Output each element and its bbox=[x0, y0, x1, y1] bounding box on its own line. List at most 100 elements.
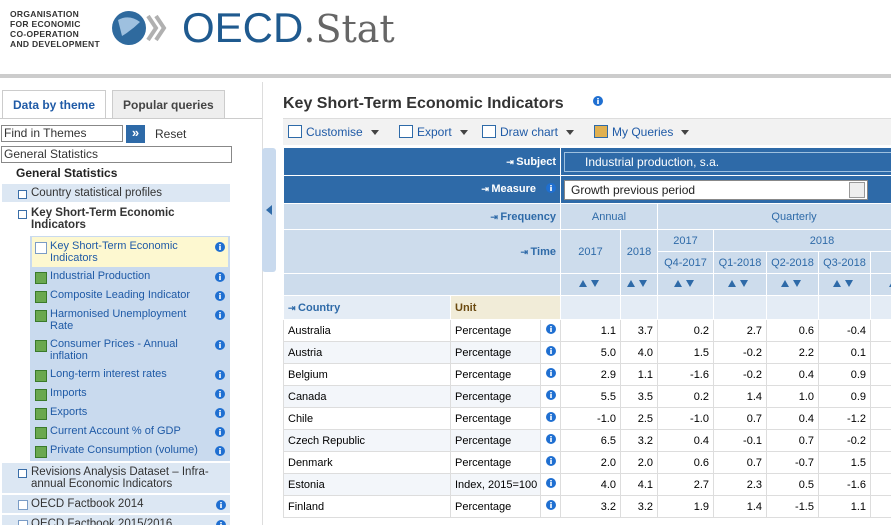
info-glyph bbox=[545, 390, 556, 400]
tree-node[interactable]: Country statistical profiles bbox=[2, 184, 230, 202]
unit-info bbox=[540, 385, 561, 408]
sort-glyph[interactable] bbox=[780, 279, 805, 288]
sort-arrows bbox=[620, 273, 658, 296]
sort-arrows bbox=[657, 273, 714, 296]
measure-value: Growth previous period bbox=[559, 175, 891, 204]
unit-info bbox=[540, 341, 561, 364]
dataset-item[interactable]: Industrial Production bbox=[32, 267, 228, 286]
dataset-icon bbox=[35, 408, 47, 420]
sort-arrows bbox=[560, 273, 621, 296]
value bbox=[869, 429, 891, 452]
sort-glyph[interactable] bbox=[627, 279, 651, 288]
tree-node-open[interactable]: Key Short-Term Economic Indicators bbox=[2, 204, 230, 234]
theme-select[interactable]: General Statistics bbox=[1, 146, 232, 163]
sort-glyph[interactable] bbox=[888, 280, 891, 288]
marker: ⇥ bbox=[288, 302, 299, 313]
sort-glyph[interactable] bbox=[673, 279, 698, 288]
dataset-item[interactable]: Private Consumption (volume) bbox=[32, 441, 228, 460]
blank bbox=[766, 295, 819, 320]
dataset-item[interactable]: Imports bbox=[32, 384, 228, 403]
toolbar-button[interactable]: My Queries bbox=[594, 125, 690, 139]
info-icon bbox=[216, 520, 226, 525]
sort-arrows bbox=[869, 273, 891, 296]
sort-glyph[interactable] bbox=[728, 279, 752, 288]
info-glyph bbox=[545, 346, 556, 356]
country: Chile bbox=[283, 407, 451, 430]
info-icon bbox=[545, 390, 556, 403]
blank bbox=[869, 295, 891, 320]
info-icon bbox=[215, 389, 225, 402]
marker: ⇥ bbox=[506, 156, 517, 167]
dataset-item[interactable]: OECD Factbook 2014 bbox=[2, 495, 230, 513]
dataset-item[interactable]: Composite Leading Indicator bbox=[32, 286, 228, 305]
sort-glyph[interactable] bbox=[578, 279, 603, 288]
value: -0.4 bbox=[818, 319, 871, 342]
value: 2.0 bbox=[620, 451, 658, 474]
value: 1.1 bbox=[620, 363, 658, 386]
tab[interactable]: Data by theme bbox=[2, 90, 107, 119]
blank bbox=[713, 295, 767, 320]
period: Q4- bbox=[869, 251, 891, 274]
tab[interactable]: Popular queries bbox=[112, 90, 225, 119]
theme-tree: General Statistics Country statistical pr… bbox=[2, 164, 230, 525]
sort-glyph[interactable] bbox=[832, 279, 857, 288]
toolbar-button[interactable]: Customise bbox=[288, 125, 379, 139]
dataset-item[interactable]: Key Short-Term Economic Indicators bbox=[32, 237, 228, 267]
tree-node[interactable]: Revisions Analysis Dataset – Infra-annua… bbox=[2, 463, 230, 493]
info-glyph bbox=[216, 500, 226, 510]
collapse-bar[interactable] bbox=[262, 148, 276, 272]
dimension-label: ⇥ Measure bbox=[283, 175, 561, 204]
table-row: Chile Percentage -1.0 2.5 -1.0 0.7 0.4 -1.2 bbox=[283, 407, 891, 430]
value: 1.4 bbox=[713, 385, 767, 408]
value: 4.0 bbox=[620, 341, 658, 364]
toolbar-label: My Queries bbox=[612, 125, 674, 139]
toolbar-label: Export bbox=[417, 125, 452, 139]
expander bbox=[18, 210, 27, 219]
year: 2017 bbox=[560, 229, 621, 274]
table-row: Austria Percentage 5.0 4.0 1.5 -0.2 2.2 0.1 bbox=[283, 341, 891, 364]
value: 0.4 bbox=[657, 429, 714, 452]
toolbar-button[interactable]: Export bbox=[399, 125, 468, 139]
dataset-icon bbox=[35, 370, 47, 382]
frequency: Annual bbox=[560, 203, 658, 230]
period: Q4-2017 bbox=[657, 251, 714, 274]
info-glyph bbox=[215, 446, 225, 456]
dataset-item[interactable]: Harmonised Unemployment Rate bbox=[32, 305, 228, 335]
dropdown-caret bbox=[370, 130, 379, 139]
tree-root[interactable]: General Statistics bbox=[16, 166, 118, 180]
info-glyph bbox=[545, 368, 556, 378]
info-icon bbox=[545, 368, 556, 381]
dataset-item[interactable]: OECD Factbook 2015/2016 bbox=[2, 515, 230, 525]
search-input[interactable]: Find in Themes bbox=[1, 125, 123, 142]
expander bbox=[18, 190, 27, 199]
dataset-item[interactable]: Exports bbox=[32, 403, 228, 422]
table-row: Denmark Percentage 2.0 2.0 0.6 0.7 -0.7 1.5 bbox=[283, 451, 891, 474]
unit-info bbox=[540, 363, 561, 386]
value: -1.2 bbox=[818, 407, 871, 430]
dataset-icon bbox=[35, 272, 47, 284]
dataset-icon bbox=[35, 446, 47, 458]
toolbar-icon bbox=[399, 125, 413, 138]
country: Belgium bbox=[283, 363, 451, 386]
reset-button[interactable]: Reset bbox=[155, 127, 187, 141]
value: 4.1 bbox=[620, 473, 658, 496]
value: 1.1 bbox=[818, 495, 871, 518]
info-icon bbox=[545, 456, 556, 469]
measure-select[interactable]: Growth previous period bbox=[564, 179, 868, 200]
search-button[interactable]: » bbox=[126, 125, 145, 143]
dataset-item[interactable]: Current Account % of GDP bbox=[32, 422, 228, 441]
value: 1.5 bbox=[818, 451, 871, 474]
sort-arrows bbox=[818, 273, 871, 296]
dataset-icon bbox=[35, 242, 47, 254]
info-glyph bbox=[215, 370, 225, 380]
dataset-item[interactable]: Long-term interest rates bbox=[32, 365, 228, 384]
dataset-item[interactable]: Consumer Prices - Annual inflation bbox=[32, 335, 228, 365]
unit: Percentage bbox=[450, 341, 541, 364]
marker: ⇥ bbox=[481, 184, 492, 194]
value: 5.5 bbox=[560, 385, 621, 408]
subject-value: Industrial production, s.a. bbox=[559, 147, 891, 176]
toolbar-button[interactable]: Draw chart bbox=[482, 125, 575, 139]
info-icon bbox=[593, 93, 603, 111]
info-icon bbox=[215, 272, 225, 285]
country: Australia bbox=[283, 319, 451, 342]
